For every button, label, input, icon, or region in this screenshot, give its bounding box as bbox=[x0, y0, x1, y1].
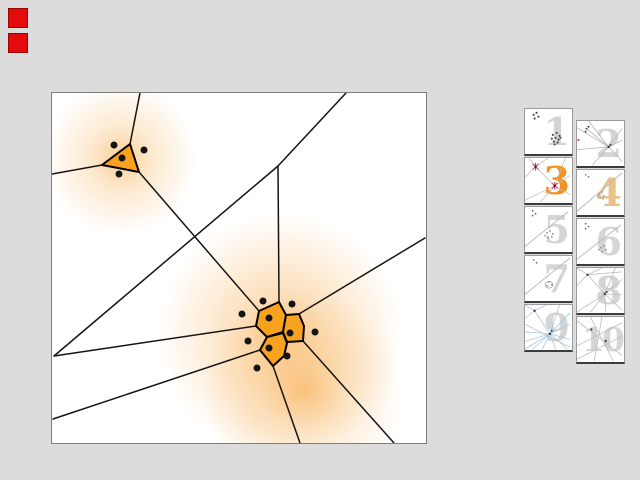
density-glow bbox=[204, 291, 404, 443]
site-points bbox=[110, 141, 319, 372]
site-dot bbox=[265, 314, 273, 322]
thumbnail-8-sketch bbox=[577, 268, 623, 313]
red-button-bottom[interactable] bbox=[8, 33, 28, 53]
thumbnail-5[interactable]: 5 bbox=[524, 206, 573, 254]
site-dot bbox=[110, 141, 118, 149]
voronoi-edge bbox=[277, 93, 347, 167]
thumbnail-10-sketch bbox=[577, 317, 623, 362]
site-dot bbox=[286, 329, 294, 337]
site-dot bbox=[311, 328, 319, 336]
thumbnail-7-sketch bbox=[525, 257, 571, 295]
thumbnail-3[interactable]: 3 bbox=[524, 157, 573, 205]
diagram-canvas[interactable] bbox=[51, 92, 427, 444]
site-dot bbox=[259, 297, 267, 305]
thumbnail-6-sketch bbox=[577, 222, 622, 260]
thumbnail-8[interactable]: 8 bbox=[576, 267, 625, 315]
thumbnail-6[interactable]: 6 bbox=[576, 218, 625, 266]
site-dot bbox=[238, 310, 246, 318]
thumbnail-3-sketch bbox=[525, 158, 571, 203]
voronoi-edge bbox=[302, 340, 395, 443]
thumbnail-10[interactable]: 10 bbox=[576, 316, 625, 364]
voronoi-edge bbox=[298, 237, 426, 315]
voronoi-edge bbox=[53, 165, 279, 357]
highlighted-cell bbox=[282, 313, 305, 343]
thumbnail-2-number: 2 bbox=[595, 120, 622, 166]
thumbnail-1-number: 1 bbox=[543, 108, 570, 154]
thumbnail-7[interactable]: 7 bbox=[524, 255, 573, 303]
site-dot bbox=[288, 300, 296, 308]
voronoi-diagram bbox=[52, 93, 426, 443]
thumbnail-2[interactable]: 2 bbox=[576, 120, 625, 168]
voronoi-edge bbox=[138, 171, 260, 312]
site-dot bbox=[265, 344, 273, 352]
thumbnail-1-sketch bbox=[532, 111, 562, 146]
thumbnail-4[interactable]: 4 bbox=[576, 169, 625, 217]
voronoi-edge bbox=[53, 325, 257, 357]
voronoi-edges bbox=[52, 93, 426, 443]
voronoi-edge bbox=[52, 164, 103, 175]
glow-layer bbox=[52, 93, 404, 443]
thumbnail-2-sketch bbox=[577, 121, 623, 166]
red-button-top[interactable] bbox=[8, 8, 28, 28]
thumbnail-5-number: 5 bbox=[543, 206, 570, 252]
thumbnail-4-sketch bbox=[577, 172, 623, 212]
voronoi-edge bbox=[52, 349, 261, 420]
voronoi-edge bbox=[272, 365, 301, 443]
voronoi-edge bbox=[129, 93, 141, 145]
thumbnail-1[interactable]: 1 bbox=[524, 108, 573, 156]
thumbnail-9[interactable]: 9 bbox=[524, 304, 573, 352]
site-dot bbox=[115, 170, 123, 178]
site-dot bbox=[140, 146, 148, 154]
thumbnail-8-number: 8 bbox=[595, 267, 622, 313]
site-dot bbox=[283, 352, 291, 360]
voronoi-edge bbox=[277, 165, 280, 303]
site-dot bbox=[118, 154, 126, 162]
site-dot bbox=[244, 337, 252, 345]
site-dot bbox=[253, 364, 261, 372]
highlighted-cells bbox=[101, 143, 305, 367]
thumbnail-9-sketch bbox=[525, 305, 571, 350]
thumbnail-7-number: 7 bbox=[543, 255, 570, 301]
thumbnail-5-sketch bbox=[525, 209, 569, 247]
